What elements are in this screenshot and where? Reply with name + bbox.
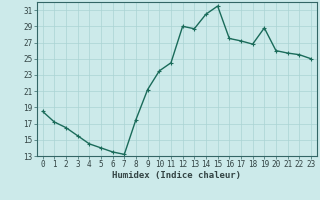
X-axis label: Humidex (Indice chaleur): Humidex (Indice chaleur)	[112, 171, 241, 180]
